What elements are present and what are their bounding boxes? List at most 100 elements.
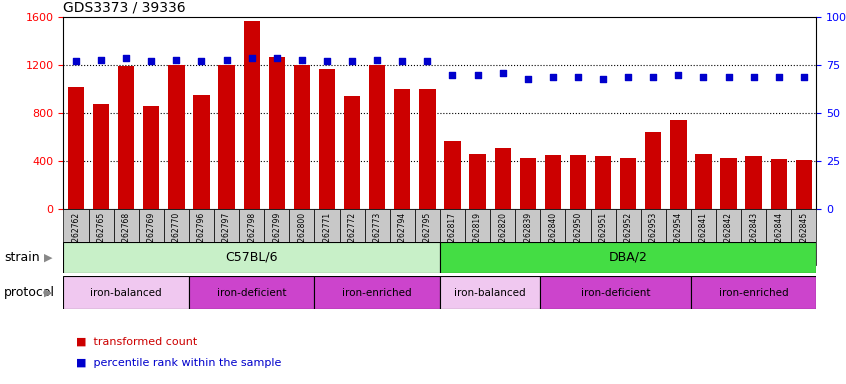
Bar: [319, 69, 335, 209]
Bar: [390, 209, 415, 265]
Bar: [545, 155, 561, 209]
Bar: [315, 209, 339, 265]
Bar: [541, 276, 691, 309]
Point: [722, 74, 735, 80]
Text: GSM262770: GSM262770: [172, 212, 181, 258]
Text: ▶: ▶: [44, 288, 52, 298]
Text: GSM262795: GSM262795: [423, 212, 431, 258]
Bar: [63, 242, 440, 273]
Bar: [264, 209, 289, 265]
Point: [195, 58, 208, 65]
Bar: [420, 89, 436, 209]
Text: GSM262953: GSM262953: [649, 212, 657, 258]
Text: iron-balanced: iron-balanced: [454, 288, 526, 298]
Bar: [139, 209, 164, 265]
Bar: [666, 209, 691, 265]
Text: protocol: protocol: [4, 286, 55, 299]
Text: DBA/2: DBA/2: [609, 251, 647, 264]
Bar: [269, 57, 285, 209]
Text: strain: strain: [4, 251, 40, 264]
Bar: [63, 276, 189, 309]
Text: GSM262952: GSM262952: [624, 212, 633, 258]
Bar: [645, 132, 662, 209]
Bar: [766, 209, 791, 265]
Point: [145, 58, 158, 65]
Bar: [616, 209, 640, 265]
Bar: [143, 106, 159, 209]
Bar: [164, 209, 189, 265]
Text: GDS3373 / 39336: GDS3373 / 39336: [63, 1, 186, 15]
Bar: [640, 209, 666, 265]
Bar: [415, 209, 440, 265]
Bar: [63, 209, 89, 265]
Bar: [695, 154, 711, 209]
Point: [295, 56, 309, 63]
Bar: [440, 209, 465, 265]
Bar: [620, 158, 636, 209]
Point: [119, 55, 133, 61]
Bar: [490, 209, 515, 265]
Text: GSM262845: GSM262845: [799, 212, 808, 258]
Point: [371, 56, 384, 63]
Point: [696, 74, 710, 80]
Text: GSM262765: GSM262765: [96, 212, 106, 258]
Point: [94, 56, 107, 63]
Bar: [716, 209, 741, 265]
Bar: [741, 209, 766, 265]
Bar: [339, 209, 365, 265]
Text: GSM262772: GSM262772: [348, 212, 356, 258]
Point: [646, 74, 660, 80]
Bar: [691, 276, 816, 309]
Bar: [440, 276, 541, 309]
Bar: [495, 148, 511, 209]
Text: iron-enriched: iron-enriched: [719, 288, 788, 298]
Point: [496, 70, 509, 76]
Bar: [369, 65, 385, 209]
Text: GSM262797: GSM262797: [222, 212, 231, 258]
Bar: [791, 209, 816, 265]
Point: [345, 58, 359, 65]
Point: [772, 74, 785, 80]
Point: [672, 72, 685, 78]
Text: GSM262819: GSM262819: [473, 212, 482, 258]
Point: [169, 56, 183, 63]
Point: [446, 72, 459, 78]
Text: GSM262817: GSM262817: [448, 212, 457, 258]
Text: GSM262842: GSM262842: [724, 212, 733, 258]
Bar: [68, 87, 84, 209]
Point: [521, 76, 535, 82]
Bar: [168, 65, 184, 209]
Point: [546, 74, 559, 80]
Text: GSM262820: GSM262820: [498, 212, 507, 258]
Bar: [465, 209, 490, 265]
Text: GSM262796: GSM262796: [197, 212, 206, 258]
Bar: [595, 157, 611, 209]
Bar: [796, 160, 812, 209]
Text: GSM262839: GSM262839: [524, 212, 532, 258]
Bar: [189, 209, 214, 265]
Bar: [294, 65, 310, 209]
Text: ▶: ▶: [44, 252, 52, 262]
Bar: [244, 21, 260, 209]
Text: GSM262800: GSM262800: [298, 212, 306, 258]
Text: GSM262954: GSM262954: [674, 212, 683, 258]
Text: iron-deficient: iron-deficient: [217, 288, 287, 298]
Bar: [691, 209, 716, 265]
Bar: [771, 159, 787, 209]
Bar: [394, 89, 410, 209]
Text: ■  percentile rank within the sample: ■ percentile rank within the sample: [76, 358, 282, 368]
Point: [320, 58, 333, 65]
Bar: [189, 276, 315, 309]
Bar: [670, 121, 686, 209]
Bar: [365, 209, 390, 265]
Text: GSM262840: GSM262840: [548, 212, 558, 258]
Bar: [93, 104, 109, 209]
Text: ■  transformed count: ■ transformed count: [76, 337, 197, 347]
Text: C57BL/6: C57BL/6: [225, 251, 278, 264]
Point: [621, 74, 634, 80]
Text: iron-balanced: iron-balanced: [91, 288, 162, 298]
Point: [596, 76, 610, 82]
Bar: [214, 209, 239, 265]
Bar: [315, 276, 440, 309]
Bar: [591, 209, 616, 265]
